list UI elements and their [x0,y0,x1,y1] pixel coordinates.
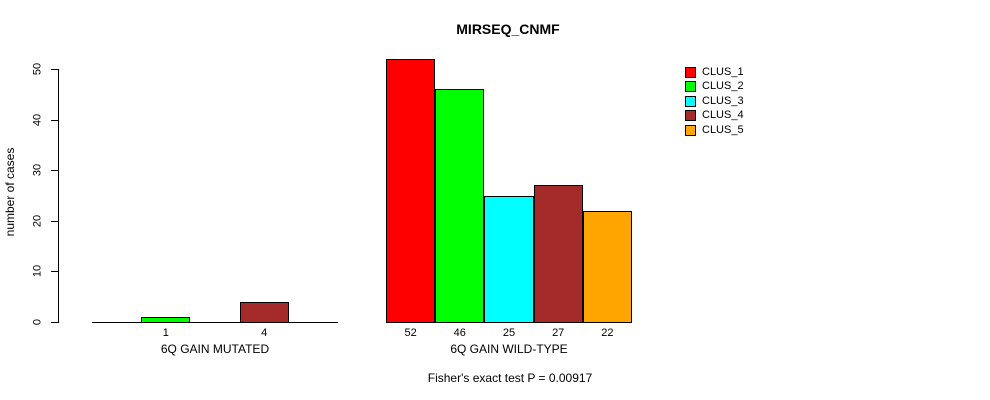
group-label: 6Q GAIN MUTATED [160,342,270,356]
y-axis-tick [51,322,58,323]
bar-clus_5-wild-type [582,211,632,323]
legend-label-clus_1: CLUS_1 [702,66,744,78]
bar-clus_1-wild-type [386,59,436,323]
y-axis-label: number of cases [3,147,17,237]
group-baseline [92,322,338,323]
y-axis-line [58,69,59,323]
bar-value-label: 25 [502,327,516,339]
bar-clus_4-mutated [239,302,289,323]
y-axis-tick [51,170,58,171]
y-axis-tick [51,271,58,272]
bar-clus_2-mutated [141,317,191,323]
y-axis-tick-label: 10 [31,264,44,278]
legend-label-clus_2: CLUS_2 [702,80,744,93]
y-axis-tick-label: 50 [31,62,44,76]
y-axis-tick [51,69,58,70]
legend-swatch-clus_2 [685,81,696,93]
y-axis-tick-label: 0 [31,318,44,326]
bar-value-label: 22 [601,327,614,339]
chart-title: MIRSEQ_CNMF [456,21,560,37]
legend-label-clus_4: CLUS_4 [702,109,744,122]
bar-clus_4-wild-type [533,185,583,323]
bar-value-label: 52 [404,327,417,339]
bar-clus_2-wild-type [435,89,485,323]
bar-value-label: 4 [261,327,268,339]
y-axis-tick [51,120,58,121]
legend-label-clus_5: CLUS_5 [702,123,744,136]
bar-clus_3-wild-type [484,196,534,323]
legend-swatch-clus_3 [685,95,696,107]
footnote-pvalue: Fisher's exact test P = 0.00917 [427,371,593,385]
y-axis-tick-label: 40 [31,113,44,127]
legend-swatch-clus_4 [685,110,696,122]
group-label: 6Q GAIN WILD-TYPE [450,342,568,356]
y-axis-tick-label: 30 [31,163,44,177]
bar-value-label: 46 [453,327,466,339]
bar-value-label: 1 [162,327,169,339]
legend-swatch-clus_5 [685,124,696,136]
y-axis-tick [51,221,58,222]
bar-value-label: 27 [552,327,565,339]
y-axis-tick-label: 20 [31,214,44,228]
legend-swatch-clus_1 [685,67,696,78]
legend-label-clus_3: CLUS_3 [702,94,744,107]
